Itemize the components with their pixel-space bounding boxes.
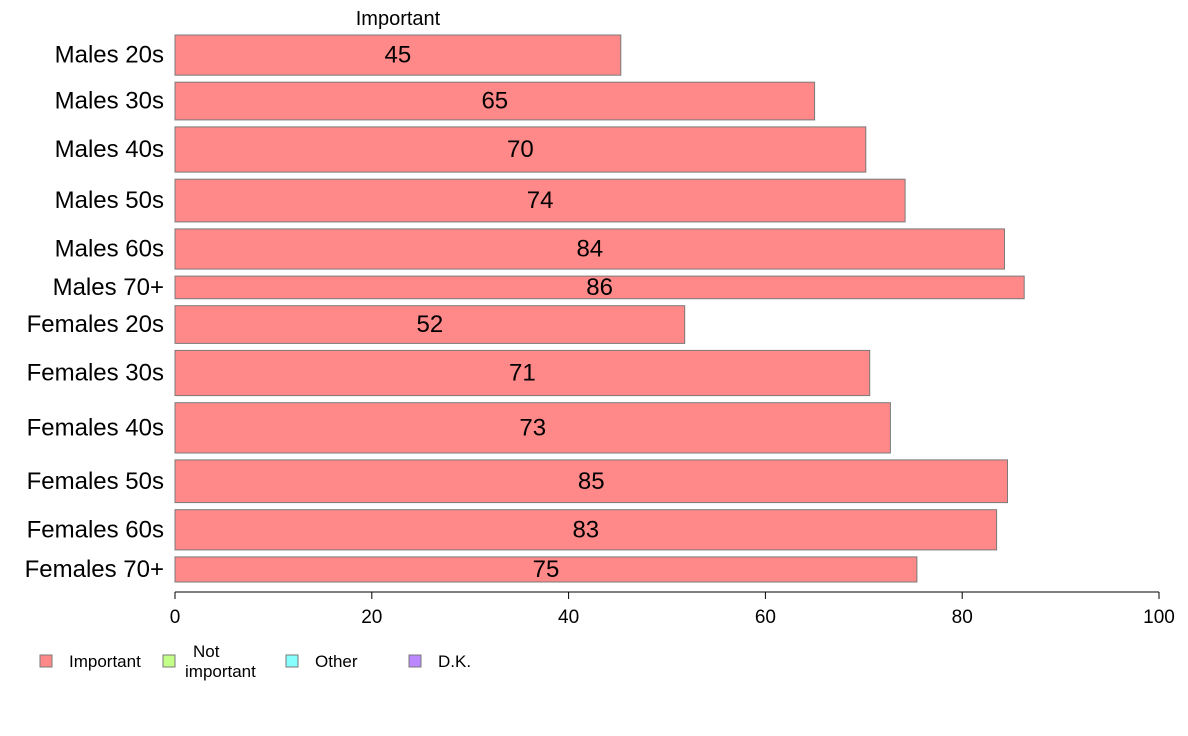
category-label: Females 40s <box>27 414 164 441</box>
value-label: 45 <box>385 42 412 69</box>
bar-females-60s <box>174 509 998 551</box>
legend-swatch <box>285 654 299 668</box>
x-tick-label: 100 <box>1143 607 1175 628</box>
value-label: 85 <box>578 468 605 495</box>
x-tick-label: 60 <box>755 607 776 628</box>
legend-label: D.K. <box>438 652 471 671</box>
category-label: Males 70+ <box>53 274 164 301</box>
value-label: 75 <box>533 556 560 583</box>
category-label: Males 50s <box>55 187 164 214</box>
value-label: 86 <box>586 274 613 301</box>
legend-swatch <box>39 654 53 668</box>
category-label: Males 60s <box>55 236 164 263</box>
bar-females-40s <box>174 402 891 454</box>
category-label: Males 40s <box>55 136 164 163</box>
bar-males-40s <box>174 126 867 173</box>
series-header: Important <box>356 8 441 30</box>
legend: Important Not important Other D.K. <box>39 642 471 681</box>
category-label: Males 20s <box>55 42 164 69</box>
x-tick-label: 80 <box>952 607 973 628</box>
bar-females-70- <box>174 556 918 583</box>
bar-females-50s <box>174 459 1008 504</box>
bar-males-30s <box>174 81 816 121</box>
x-tick-label: 20 <box>361 607 382 628</box>
value-label: 83 <box>572 516 599 543</box>
value-label: 52 <box>417 311 444 338</box>
bar-males-20s <box>174 34 622 76</box>
category-label: Females 60s <box>27 516 164 543</box>
value-label: 73 <box>519 414 546 441</box>
value-label: 71 <box>509 360 536 387</box>
legend-swatch <box>162 654 176 668</box>
x-axis: 0 20 40 60 80 100 <box>170 591 1175 628</box>
x-tick-label: 40 <box>558 607 579 628</box>
bars: Males 20s 45 Males 30s 65 Males 40s 70 Males 5… <box>25 34 1025 583</box>
value-label: 70 <box>507 136 534 163</box>
legend-label: Not important <box>185 642 256 681</box>
value-label: 65 <box>481 88 508 115</box>
x-tick-label: 0 <box>170 607 181 628</box>
category-label: Females 70+ <box>25 556 164 583</box>
category-label: Females 30s <box>27 360 164 387</box>
value-label: 74 <box>527 187 554 214</box>
bar-females-20s <box>174 305 686 344</box>
category-label: Males 30s <box>55 88 164 115</box>
bar-males-50s <box>174 178 906 223</box>
value-label: 84 <box>576 236 603 263</box>
bar-males-60s <box>174 228 1005 270</box>
legend-label: Other <box>315 652 358 671</box>
category-label: Females 50s <box>27 468 164 495</box>
category-label: Females 20s <box>27 311 164 338</box>
bar-females-30s <box>174 349 871 397</box>
bar-males-70- <box>174 275 1025 300</box>
legend-swatch <box>408 654 422 668</box>
legend-label: Important <box>69 652 141 671</box>
